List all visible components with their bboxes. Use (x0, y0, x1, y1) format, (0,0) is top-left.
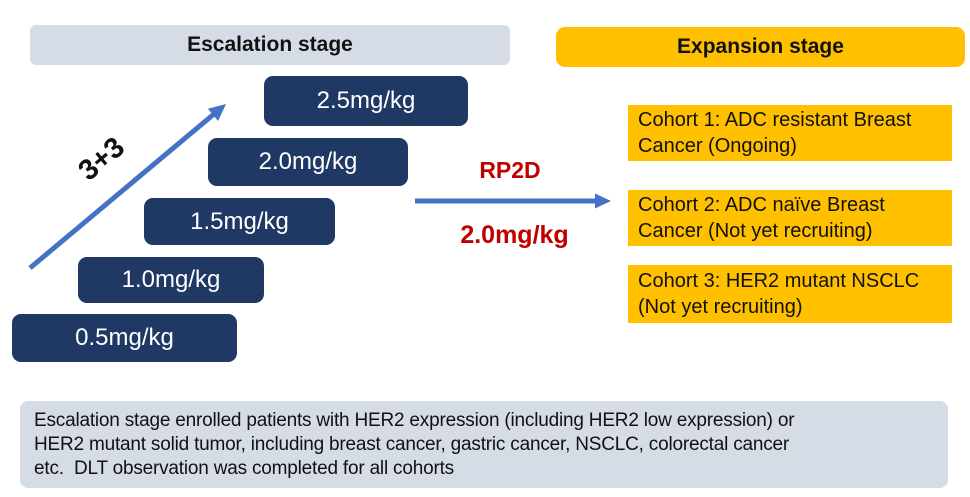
dose-box-1-0mgkg: 1.0mg/kg (78, 257, 264, 303)
footnote-box: Escalation stage enrolled patients with … (20, 401, 948, 488)
expansion-stage-header: Expansion stage (556, 27, 965, 67)
cohort-1-box: Cohort 1: ADC resistant Breast Cancer (O… (628, 105, 952, 161)
cohort-2-box: Cohort 2: ADC naïve Breast Cancer (Not y… (628, 190, 952, 246)
footnote-line-1: Escalation stage enrolled patients with … (34, 410, 795, 431)
dose-box-2-0mgkg: 2.0mg/kg (208, 138, 408, 186)
cohort-3-box: Cohort 3: HER2 mutant NSCLC (Not yet rec… (628, 265, 952, 323)
method-3plus3-label: 3+3 (72, 131, 131, 188)
dose-box-0-5mgkg: 0.5mg/kg (12, 314, 237, 362)
dose-box-2-5mgkg: 2.5mg/kg (264, 76, 468, 126)
footnote-line-2: HER2 mutant solid tumor, including breas… (34, 434, 790, 455)
rp2d-dose-label: 2.0mg/kg (460, 221, 569, 249)
footnote-line-3: etc. DLT observation was completed for a… (34, 458, 454, 479)
rp2d-label: RP2D (479, 157, 541, 183)
dose-box-1-5mgkg: 1.5mg/kg (144, 198, 335, 245)
rp2d-arrow-icon (415, 193, 611, 209)
escalation-stage-header: Escalation stage (30, 25, 510, 65)
